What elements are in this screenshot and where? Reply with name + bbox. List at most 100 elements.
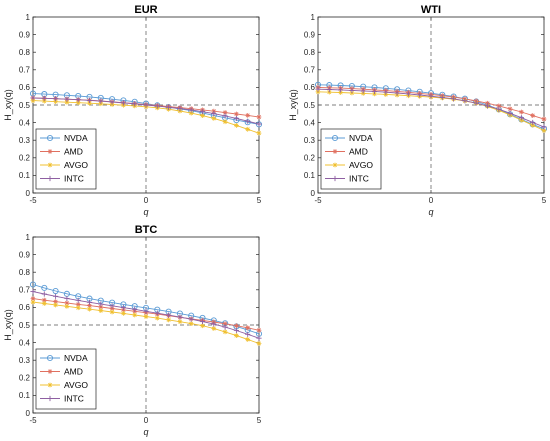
data-point [166, 312, 172, 318]
data-point [177, 319, 183, 325]
data-point [211, 321, 217, 327]
legend-swatch-marker [47, 369, 53, 374]
data-point [462, 98, 468, 104]
data-point [338, 90, 343, 95]
y-tick-label: 0 [26, 409, 31, 418]
data-point [519, 109, 524, 115]
y-tick-label: 0.7 [19, 286, 31, 295]
data-point [233, 327, 239, 334]
y-tick-label: 0 [311, 189, 316, 198]
data-point [143, 102, 149, 108]
x-tick-label: 5 [257, 416, 262, 425]
data-point [109, 99, 115, 105]
data-point [30, 299, 36, 305]
data-point [315, 86, 321, 92]
legend-swatch-marker [331, 134, 339, 142]
data-point [109, 303, 115, 309]
legend-box [320, 128, 382, 190]
legend-label: AMD [64, 147, 83, 157]
y-tick-label: 0.4 [19, 338, 31, 347]
legend-swatch-marker [46, 354, 54, 362]
data-point [326, 89, 332, 95]
data-point [120, 304, 126, 311]
legend: NVDA AMD AVGO INTC [35, 348, 97, 410]
data-point [234, 111, 239, 117]
y-tick-label: 0.9 [19, 250, 31, 259]
y-tick-label: 0.9 [19, 30, 31, 39]
data-point [211, 111, 217, 117]
series-intc [315, 86, 547, 130]
data-point [541, 116, 547, 122]
data-point [188, 316, 194, 322]
data-point [64, 303, 70, 309]
data-point [87, 100, 92, 106]
x-tick-label: -5 [29, 196, 37, 205]
data-point [245, 112, 251, 118]
y-tick-label: 1 [26, 13, 31, 22]
data-point [222, 113, 228, 119]
data-point [245, 337, 251, 342]
data-point [30, 296, 36, 301]
data-point [166, 104, 172, 110]
data-point [222, 329, 228, 335]
y-axis-label: H_xy(q) [3, 309, 13, 341]
data-point [86, 97, 93, 104]
data-point [394, 90, 400, 96]
x-tick-label: 5 [257, 196, 262, 205]
data-point [200, 323, 205, 329]
data-point [75, 100, 81, 106]
data-point [53, 99, 58, 105]
legend-box [35, 128, 97, 190]
y-tick-label: 0.3 [19, 136, 31, 145]
data-point [75, 302, 81, 307]
data-point [53, 299, 58, 304]
legend-box [35, 348, 97, 410]
data-point [222, 119, 228, 125]
y-axis-label: H_xy(q) [288, 89, 298, 121]
data-point [541, 128, 547, 133]
data-point [518, 115, 524, 121]
data-point [53, 302, 58, 308]
legend-swatch-marker [332, 162, 338, 168]
data-point [98, 308, 104, 313]
series-line [32, 284, 260, 335]
data-point [451, 96, 457, 102]
y-tick-label: 0.7 [304, 66, 316, 75]
data-point [188, 110, 194, 116]
data-point [87, 306, 92, 312]
data-point [98, 101, 104, 107]
legend-label: AMD [349, 147, 368, 157]
x-tick-label: 0 [429, 196, 434, 205]
y-tick-label: 0.8 [19, 268, 31, 277]
data-point [234, 323, 239, 329]
data-point [211, 115, 217, 121]
data-point [41, 301, 47, 306]
data-point [143, 314, 149, 319]
y-tick-label: 0.1 [19, 391, 31, 400]
data-point [360, 88, 366, 94]
data-point [53, 293, 59, 299]
data-point [349, 87, 355, 93]
y-tick-label: 0.3 [19, 356, 31, 365]
legend-label: NVDA [64, 353, 88, 363]
y-tick-label: 0.6 [19, 83, 31, 92]
x-tick-label: 0 [144, 196, 149, 205]
data-point [98, 304, 104, 310]
data-point [245, 331, 251, 337]
data-point [507, 106, 513, 112]
data-point [439, 94, 445, 101]
data-point [41, 98, 47, 104]
y-tick-label: 0.6 [19, 303, 31, 312]
data-point [98, 98, 104, 104]
legend-swatch-marker [47, 162, 53, 168]
legend-swatch-marker [332, 175, 338, 182]
data-point [188, 321, 194, 326]
data-point [485, 100, 490, 106]
data-point [121, 310, 126, 316]
y-tick-label: 0.4 [304, 118, 316, 127]
data-point [484, 103, 491, 109]
data-point [371, 88, 378, 95]
data-point [143, 308, 149, 314]
